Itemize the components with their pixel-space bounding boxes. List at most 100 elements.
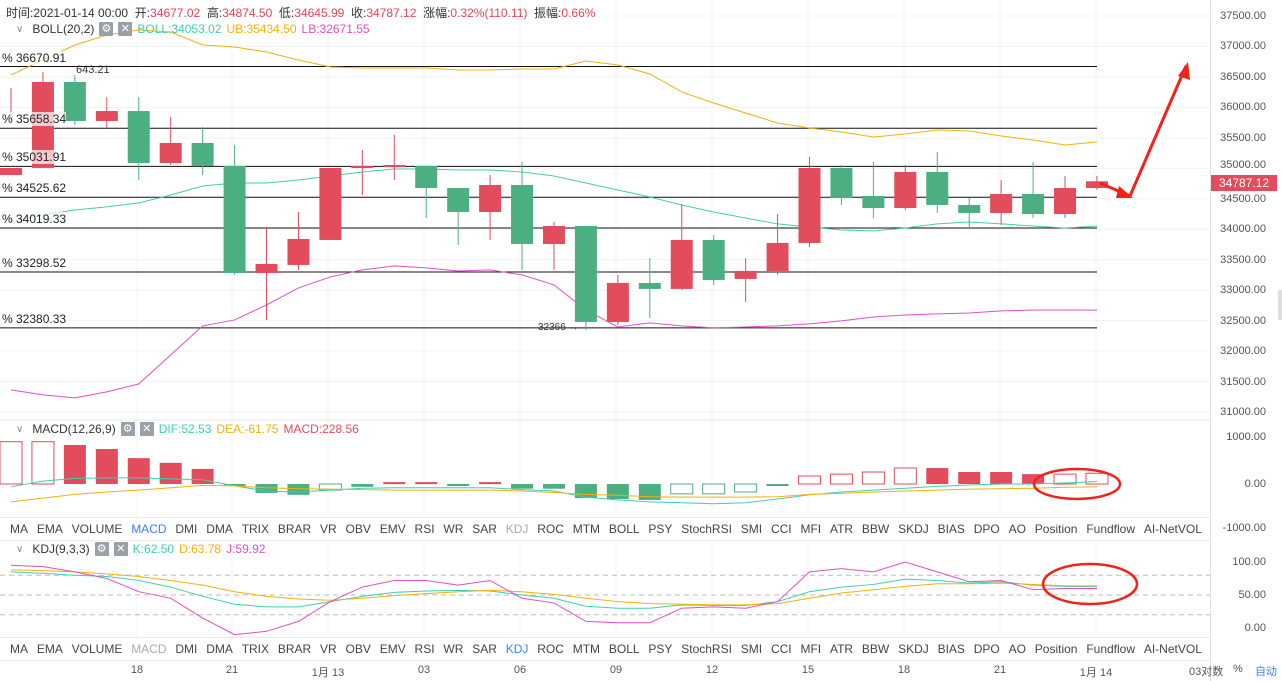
indicator-tab-bbw[interactable]: BBW bbox=[861, 522, 890, 536]
indicator-tab-brar[interactable]: BRAR bbox=[277, 522, 312, 536]
close-icon[interactable]: ✕ bbox=[139, 422, 154, 436]
indicator-tab-dma[interactable]: DMA bbox=[206, 642, 233, 656]
indicator-tab-trix[interactable]: TRIX bbox=[241, 642, 270, 656]
collapse-chevron-icon[interactable]: ∨ bbox=[16, 423, 24, 435]
indicator-tab-ai-netvol[interactable]: AI-NetVOL bbox=[1143, 642, 1202, 656]
price-axis[interactable]: 34787.12 03对数 % 自动 37500.00 37000.00 36500… bbox=[1189, 0, 1282, 681]
indicator-tab-ma[interactable]: MA bbox=[10, 642, 28, 656]
indicator-tab-smi[interactable]: SMI bbox=[740, 642, 763, 656]
indicator-tab-stochrsi[interactable]: StochRSI bbox=[681, 642, 732, 656]
indicator-tab-dpo[interactable]: DPO bbox=[973, 522, 1000, 536]
indicator-tab-mfi[interactable]: MFI bbox=[800, 522, 822, 536]
indicator-tab-obv[interactable]: OBV bbox=[345, 522, 371, 536]
indicator-tab-kdj[interactable]: KDJ bbox=[505, 642, 529, 656]
indicator-tab-skdj[interactable]: SKDJ bbox=[898, 642, 929, 656]
indicator-tab-position[interactable]: Position bbox=[1034, 642, 1078, 656]
indicator-tab-position[interactable]: Position bbox=[1034, 522, 1078, 536]
candle-body bbox=[319, 168, 342, 240]
indicator-tab-roc[interactable]: ROC bbox=[537, 642, 564, 656]
indicator-tab-ao[interactable]: AO bbox=[1008, 522, 1026, 536]
indicator-tab-volume[interactable]: VOLUME bbox=[71, 522, 123, 536]
annotation-ellipse-macd bbox=[1032, 467, 1122, 501]
kdj-d-line bbox=[10, 569, 1097, 606]
macd-histogram-bar bbox=[734, 483, 758, 493]
close-icon[interactable]: ✕ bbox=[113, 542, 128, 556]
indicator-tab-dmi[interactable]: DMI bbox=[175, 522, 198, 536]
settings-gear-icon[interactable]: ⚙ bbox=[99, 22, 114, 36]
indicator-tab-rsi[interactable]: RSI bbox=[414, 522, 435, 536]
time-axis-label: 09 bbox=[609, 664, 623, 676]
scroll-handle[interactable] bbox=[1278, 290, 1282, 320]
indicator-tab-mfi[interactable]: MFI bbox=[800, 642, 822, 656]
indicator-tab-boll[interactable]: BOLL bbox=[608, 522, 640, 536]
indicator-tab-psy[interactable]: PSY bbox=[648, 642, 673, 656]
indicator-tab-dmi[interactable]: DMI bbox=[175, 642, 198, 656]
indicator-tab-volume[interactable]: VOLUME bbox=[71, 642, 123, 656]
indicator-tab-stochrsi[interactable]: StochRSI bbox=[681, 522, 732, 536]
indicator-tab-ema[interactable]: EMA bbox=[36, 642, 63, 656]
macd-histogram-bar bbox=[638, 484, 661, 500]
log-scale-toggle[interactable]: 03对数 bbox=[1189, 666, 1224, 678]
indicator-tab-dma[interactable]: DMA bbox=[206, 522, 233, 536]
indicator-tab-sar[interactable]: SAR bbox=[472, 642, 497, 656]
indicator-tab-ema[interactable]: EMA bbox=[36, 522, 63, 536]
indicator-tab-obv[interactable]: OBV bbox=[345, 642, 371, 656]
close-icon[interactable]: ✕ bbox=[118, 22, 133, 36]
indicator-tab-ma[interactable]: MA bbox=[10, 522, 28, 536]
collapse-chevron-icon[interactable]: ∨ bbox=[16, 543, 24, 555]
indicator-tab-mtm[interactable]: MTM bbox=[572, 642, 601, 656]
indicator-tab-macd[interactable]: MACD bbox=[131, 522, 167, 536]
indicator-tab-smi[interactable]: SMI bbox=[740, 522, 763, 536]
candle-body bbox=[1022, 194, 1045, 214]
indicator-tab-brar[interactable]: BRAR bbox=[277, 642, 312, 656]
macd-histogram-bar bbox=[861, 471, 885, 485]
axis-tick-label: 34500.00 bbox=[1220, 192, 1266, 205]
indicator-tab-ai-netvol[interactable]: AI-NetVOL bbox=[1143, 522, 1202, 536]
macd-histogram-bar bbox=[926, 468, 949, 484]
candle-body bbox=[638, 282, 661, 289]
settings-gear-icon[interactable]: ⚙ bbox=[94, 542, 109, 556]
time-axis-label: 1月 14 bbox=[1079, 667, 1113, 679]
indicator-tab-bias[interactable]: BIAS bbox=[937, 642, 965, 656]
indicator-tab-cci[interactable]: CCI bbox=[770, 642, 792, 656]
indicator-tab-atr[interactable]: ATR bbox=[829, 642, 854, 656]
indicator-tab-psy[interactable]: PSY bbox=[648, 522, 673, 536]
indicator-tab-vr[interactable]: VR bbox=[320, 522, 337, 536]
percent-scale-toggle[interactable]: % bbox=[1233, 663, 1243, 675]
indicator-tab-wr[interactable]: WR bbox=[443, 522, 464, 536]
indicator-tab-vr[interactable]: VR bbox=[320, 642, 337, 656]
indicator-tab-fundflow[interactable]: Fundflow bbox=[1086, 642, 1136, 656]
indicator-tab-wr[interactable]: WR bbox=[443, 642, 464, 656]
indicator-tab-boll[interactable]: BOLL bbox=[608, 642, 640, 656]
indicator-tab-skdj[interactable]: SKDJ bbox=[898, 522, 929, 536]
indicator-tab-emv[interactable]: EMV bbox=[379, 642, 406, 656]
macd-histogram-bar bbox=[415, 482, 438, 485]
candle-body bbox=[511, 185, 534, 244]
indicator-tab-roc[interactable]: ROC bbox=[537, 522, 564, 536]
settings-gear-icon[interactable]: ⚙ bbox=[120, 422, 135, 436]
indicator-tab-rsi[interactable]: RSI bbox=[414, 642, 435, 656]
macd-dea-line bbox=[10, 484, 1097, 503]
auto-scale-toggle[interactable]: 自动 bbox=[1255, 666, 1277, 678]
indicator-tab-bbw[interactable]: BBW bbox=[861, 642, 890, 656]
indicator-tab-cci[interactable]: CCI bbox=[770, 522, 792, 536]
indicator-tab-atr[interactable]: ATR bbox=[829, 522, 854, 536]
chart-canvas[interactable] bbox=[0, 0, 1210, 681]
indicator-tab-bias[interactable]: BIAS bbox=[937, 522, 965, 536]
axis-tick-label: 33000.00 bbox=[1220, 284, 1266, 297]
indicator-tab-emv[interactable]: EMV bbox=[379, 522, 406, 536]
candle-body bbox=[606, 282, 629, 322]
indicator-tab-sar[interactable]: SAR bbox=[472, 522, 497, 536]
candle-body bbox=[0, 168, 22, 176]
indicator-tab-macd[interactable]: MACD bbox=[131, 642, 167, 656]
indicator-tab-fundflow[interactable]: Fundflow bbox=[1086, 522, 1136, 536]
axis-tick-label: 37500.00 bbox=[1220, 10, 1266, 22]
indicator-tab-mtm[interactable]: MTM bbox=[572, 522, 601, 536]
indicator-tab-ao[interactable]: AO bbox=[1008, 642, 1026, 656]
indicator-tab-kdj[interactable]: KDJ bbox=[505, 522, 529, 536]
boll-legend: ∨ BOLL(20,2) ⚙ ✕ BOLL:34053.02 UB:35434.… bbox=[16, 22, 370, 36]
collapse-chevron-icon[interactable]: ∨ bbox=[16, 23, 24, 35]
indicator-tab-dpo[interactable]: DPO bbox=[973, 642, 1000, 656]
indicator-tab-trix[interactable]: TRIX bbox=[241, 522, 270, 536]
boll-mid-line bbox=[10, 168, 1097, 232]
